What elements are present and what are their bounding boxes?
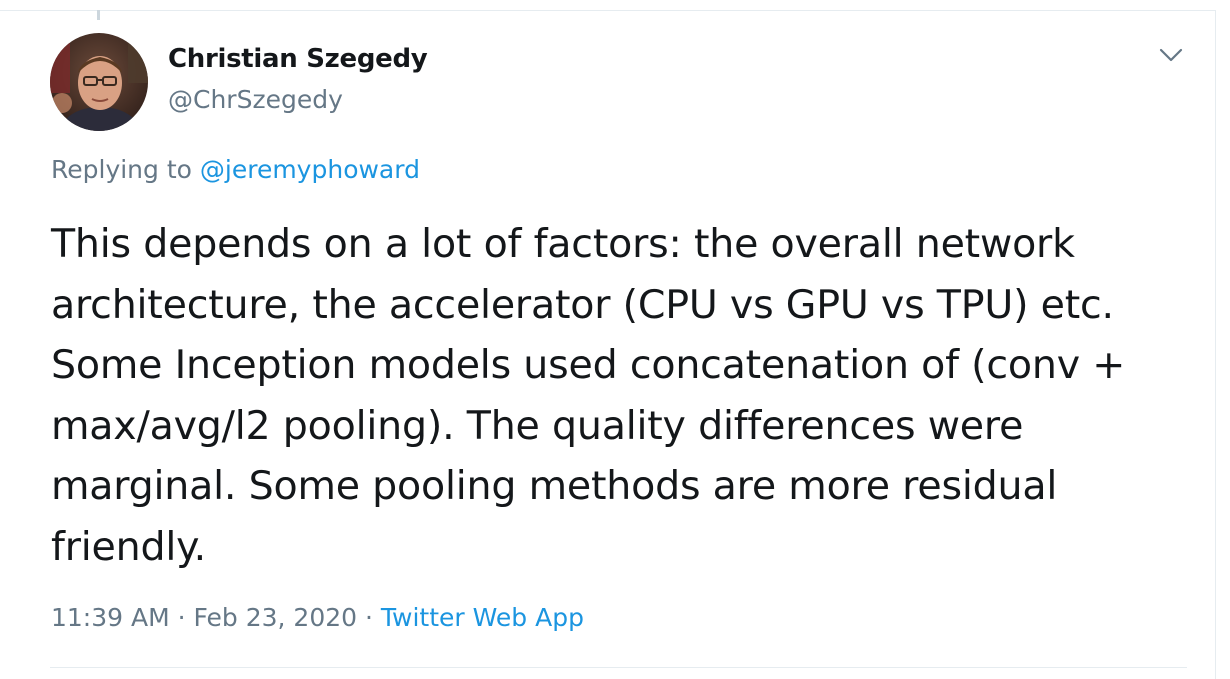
tweet-card	[0, 10, 1216, 679]
author-handle[interactable]: @ChrSzegedy	[168, 85, 343, 114]
tweet-metadata: 11:39 AM · Feb 23, 2020 · Twitter Web Ap…	[51, 603, 584, 632]
tweet-date[interactable]: Feb 23, 2020	[193, 603, 358, 632]
meta-separator: ·	[357, 603, 381, 632]
author-name[interactable]: Christian Szegedy	[168, 44, 428, 74]
avatar[interactable]	[50, 33, 148, 131]
replying-to-label: Replying to	[51, 155, 200, 184]
tweet-time[interactable]: 11:39 AM	[51, 603, 170, 632]
tweet-text: This depends on a lot of factors: the ov…	[51, 221, 1126, 570]
divider	[50, 667, 1187, 668]
chevron-down-icon[interactable]	[1158, 44, 1184, 66]
avatar-image	[50, 33, 148, 131]
reply-to-handle-link[interactable]: @jeremyphoward	[199, 155, 420, 184]
replying-to-line: Replying to @jeremyphoward	[51, 155, 420, 184]
tweet-source-link[interactable]: Twitter Web App	[380, 603, 584, 632]
thread-connector-line	[97, 10, 100, 20]
meta-separator: ·	[169, 603, 194, 632]
